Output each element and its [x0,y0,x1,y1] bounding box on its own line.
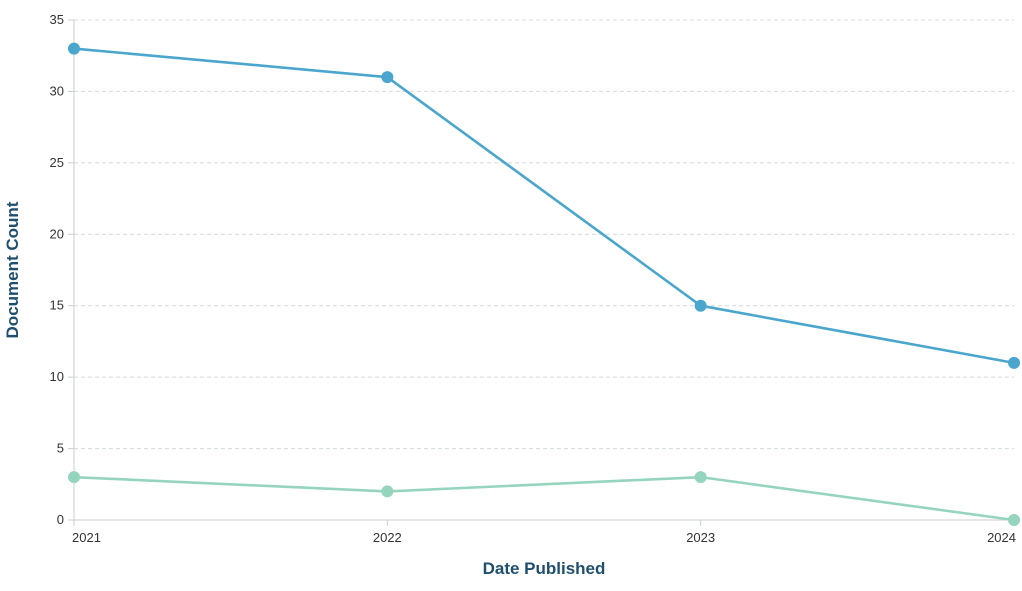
y-axis-title: Document Count [3,201,22,338]
x-tick-label: 2023 [686,530,715,545]
x-tick-label: 2022 [373,530,402,545]
series-1-point [1008,356,1020,369]
y-tick-label: 35 [50,12,64,27]
x-tick-label: 2021 [72,530,101,545]
series-1-point [381,71,394,84]
x-axis-title: Date Published [483,559,606,578]
series-lines [68,42,1020,526]
y-tick-label: 5 [57,441,64,456]
series-1-point [694,299,707,312]
series-2-point [68,471,80,484]
y-tick-label: 25 [50,155,64,170]
series-1-line [73,47,1015,365]
x-tick-label: 2024 [987,530,1016,545]
y-tick-label: 0 [57,512,64,527]
axes: 0 5 10 15 20 25 30 35 2021 2022 2023 2024 [50,12,1016,545]
gridlines [74,19,1014,450]
y-tick-label: 15 [50,298,64,313]
series-2-point [381,485,394,498]
y-tick-label: 20 [50,226,64,241]
series-2-point [694,471,707,484]
series-2-line [73,475,1015,522]
series-2-point [1008,514,1020,526]
y-tick-label: 10 [50,369,64,384]
y-tick-label: 30 [50,83,64,98]
series-1-point [68,42,80,55]
